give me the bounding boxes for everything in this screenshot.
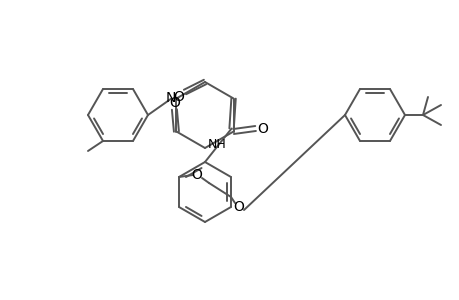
Text: O: O (257, 122, 268, 136)
Text: O: O (233, 200, 244, 214)
Text: O: O (191, 168, 202, 182)
Text: NH: NH (207, 137, 226, 151)
Text: N: N (165, 91, 175, 104)
Text: O: O (173, 90, 184, 104)
Text: O: O (168, 95, 179, 110)
